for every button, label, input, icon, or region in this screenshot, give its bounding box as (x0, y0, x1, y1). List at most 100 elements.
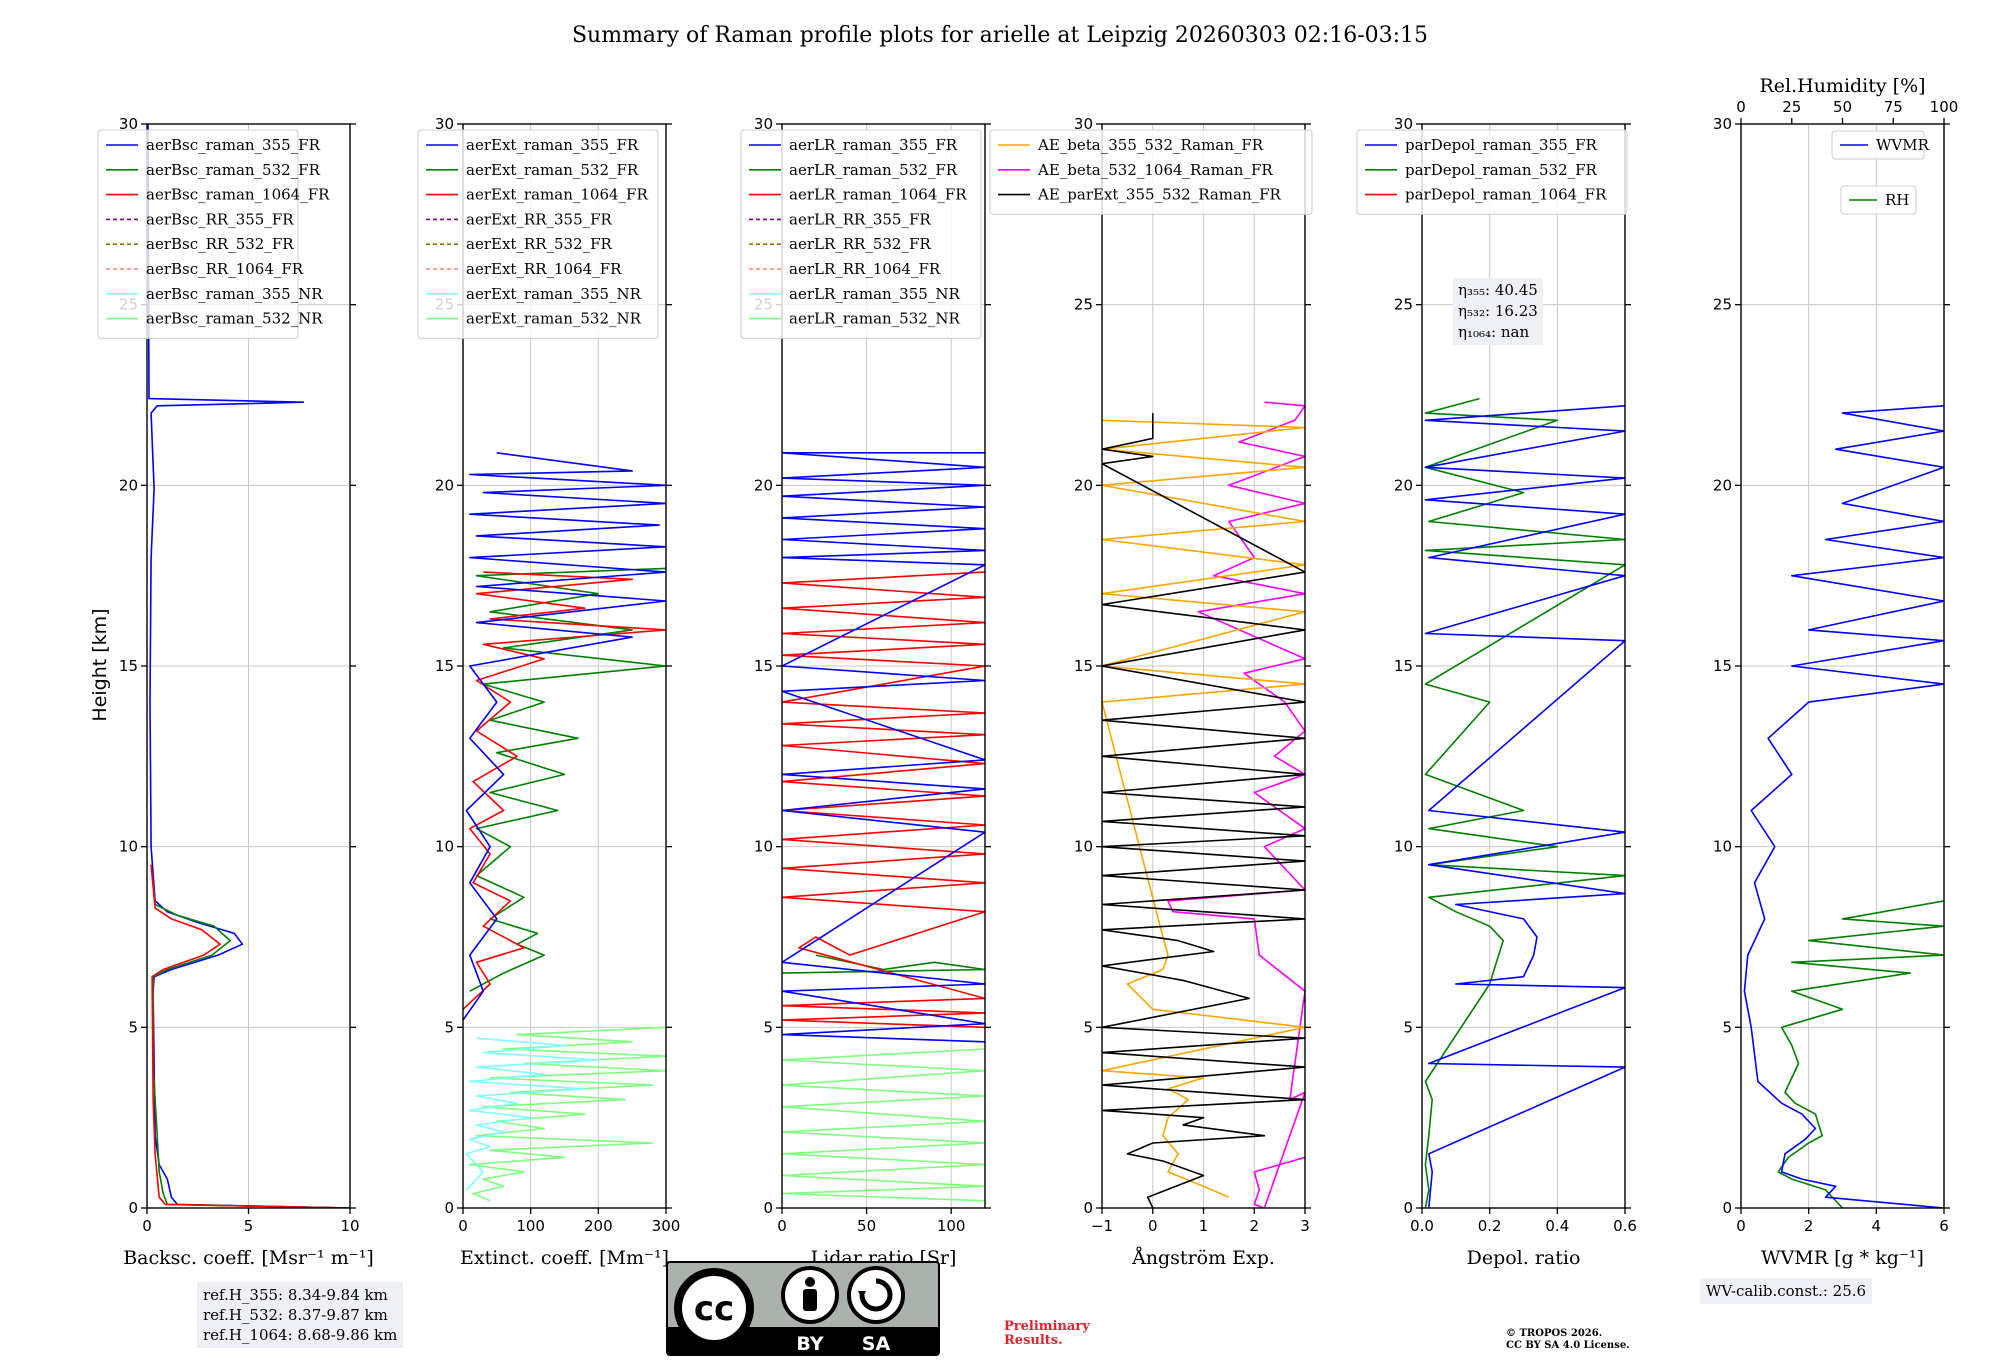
legend-label-aerBsc_RR_532_FR: aerBsc_RR_532_FR (146, 235, 294, 253)
y-tick-label-0: 0 (763, 1199, 773, 1217)
x-tick-label-0: 0 (777, 1217, 787, 1235)
legend-label-aerExt_RR_532_FR: aerExt_RR_532_FR (466, 235, 613, 253)
cc-logo-text: cc (694, 1289, 734, 1329)
series-AE_parExt_355_532_Raman_FR (1102, 413, 1305, 1208)
y-tick-label-4: 20 (1713, 476, 1732, 494)
series-aerExt_raman_532_NR (469, 1026, 666, 1202)
legend-label-AE_parExt_355_532_Raman_FR: AE_parExt_355_532_Raman_FR (1037, 186, 1282, 204)
x-tick-label-3: 0.6 (1613, 1217, 1637, 1235)
y-tick-label-3: 15 (119, 657, 138, 675)
legend-box-RH (1840, 185, 1917, 215)
legend-label-aerLR_RR_532_FR: aerLR_RR_532_FR (789, 235, 931, 253)
series-group (782, 452, 985, 1202)
legend-label-aerExt_raman_355_NR: aerExt_raman_355_NR (466, 285, 642, 303)
series-parDepol_raman_355_FR (1424, 405, 1625, 1208)
series-RH (1777, 900, 1944, 1208)
y-tick-label-3: 15 (1713, 657, 1732, 675)
series-aerExt_raman_355_FR (463, 452, 666, 1021)
legend-label-aerExt_raman_532_FR: aerExt_raman_532_FR (466, 161, 639, 179)
y-tick-label-5: 25 (1394, 296, 1413, 314)
copyright-note: © TROPOS 2026. CC BY SA 4.0 License. (1506, 1328, 1630, 1352)
legend-label-aerLR_raman_532_NR: aerLR_raman_532_NR (789, 310, 960, 328)
legend-label-aerExt_RR_1064_FR: aerExt_RR_1064_FR (466, 260, 622, 278)
series-group (463, 452, 666, 1202)
x-tick-label-0: 0 (458, 1217, 468, 1235)
x-axis-label: WVMR [g * kg⁻¹] (1761, 1247, 1924, 1269)
y-tick-label-1: 5 (444, 1018, 454, 1036)
x-tick-label-0: 0.0 (1410, 1217, 1434, 1235)
y-tick-label-6: 30 (119, 115, 138, 133)
x-tick-label-1: 2 (1804, 1217, 1814, 1235)
x-tick-label-2: 100 (937, 1217, 966, 1235)
x-axis-label: Extinct. coeff. [Mm⁻¹] (460, 1247, 669, 1269)
figure-title: Summary of Raman profile plots for ariel… (572, 23, 1428, 48)
y-tick-label-4: 20 (119, 476, 138, 494)
legend-label-parDepol_raman_1064_FR: parDepol_raman_1064_FR (1405, 186, 1607, 204)
x-top-tick-label-4: 100 (1930, 98, 1959, 116)
x-top-tick-label-2: 50 (1833, 98, 1852, 116)
series-aerExt_raman_532_FR (469, 567, 666, 992)
y-tick-label-0: 0 (1403, 1199, 1413, 1217)
reference-heights-box: ref.H_355: 8.34-9.84 km ref.H_532: 8.37-… (197, 1282, 404, 1348)
legend-label-aerBsc_raman_532_FR: aerBsc_raman_532_FR (146, 161, 321, 179)
cc-by-label: BY (796, 1333, 823, 1355)
cc-sa-label: SA (862, 1333, 891, 1355)
x-axis-label: Depol. ratio (1467, 1247, 1581, 1269)
legend-label-aerLR_raman_355_NR: aerLR_raman_355_NR (789, 285, 960, 303)
legend-label-aerExt_raman_532_NR: aerExt_raman_532_NR (466, 310, 642, 328)
y-tick-label-0: 0 (1722, 1199, 1732, 1217)
x-tick-label-3: 300 (652, 1217, 681, 1235)
y-tick-label-1: 5 (1083, 1018, 1093, 1036)
legend-label-aerExt_raman_1064_FR: aerExt_raman_1064_FR (466, 186, 648, 204)
ref-height-532: ref.H_532: 8.37-9.87 km (203, 1306, 388, 1324)
legend-label-aerBsc_raman_355_FR: aerBsc_raman_355_FR (146, 136, 321, 154)
y-tick-label-5: 25 (1713, 296, 1732, 314)
series-aerLR_raman_355_FR (782, 452, 985, 1043)
x-top-tick-label-3: 75 (1884, 98, 1903, 116)
legend-label-aerLR_raman_355_FR: aerLR_raman_355_FR (789, 136, 958, 154)
legend-box (417, 129, 659, 339)
y-tick-label-6: 30 (435, 115, 454, 133)
legend-label-AE_beta_532_1064_Raman_FR: AE_beta_532_1064_Raman_FR (1037, 161, 1273, 179)
x-axis-label: Backsc. coeff. [Msr⁻¹ m⁻¹] (123, 1247, 374, 1269)
y-tick-label-0: 0 (1083, 1199, 1093, 1217)
preliminary-line-1: Preliminary (1004, 1319, 1090, 1334)
preliminary-note: Preliminary Results. (1004, 1320, 1090, 1348)
legend-label-aerBsc_raman_1064_FR: aerBsc_raman_1064_FR (146, 186, 330, 204)
legend-label-aerLR_RR_1064_FR: aerLR_RR_1064_FR (789, 260, 941, 278)
x-tick-label-3: 6 (1939, 1217, 1949, 1235)
x-top-tick-label-0: 0 (1736, 98, 1746, 116)
x-tick-label-2: 0.4 (1545, 1217, 1569, 1235)
legend-label-parDepol_raman_532_FR: parDepol_raman_532_FR (1405, 161, 1598, 179)
series-parDepol_raman_532_FR (1424, 397, 1625, 1208)
y-tick-label-2: 10 (754, 838, 773, 856)
legend-label-aerBsc_RR_355_FR: aerBsc_RR_355_FR (146, 210, 294, 228)
panel-p3: 051015202530050100Lidar ratio [Sr]aerLR_… (740, 115, 991, 1269)
y-tick-label-2: 10 (435, 838, 454, 856)
legend-box (989, 129, 1313, 215)
legend-label-aerBsc_raman_532_NR: aerBsc_raman_532_NR (146, 310, 323, 328)
x-top-axis-label: Rel.Humidity [%] (1759, 75, 1925, 97)
x-tick-label-1: 0 (1148, 1217, 1158, 1235)
eta-1064: η₁₀₆₄: nan (1458, 323, 1530, 341)
y-tick-label-0: 0 (128, 1199, 138, 1217)
preliminary-line-2: Results. (1004, 1333, 1063, 1348)
cc-by-sa-license-logo: cc BY SA (666, 1261, 940, 1356)
y-tick-label-3: 15 (435, 657, 454, 675)
y-tick-label-1: 5 (1722, 1018, 1732, 1036)
legend-label-RH: RH (1885, 191, 1909, 209)
y-tick-label-1: 5 (763, 1018, 773, 1036)
legend-box (97, 129, 299, 339)
x-tick-label-0: −1 (1091, 1217, 1113, 1235)
y-tick-label-6: 30 (1713, 115, 1732, 133)
wv-calib-text: WV-calib.const.: 25.6 (1706, 1282, 1867, 1300)
y-tick-label-6: 30 (1394, 115, 1413, 133)
legend-label-WVMR: WVMR (1876, 136, 1930, 154)
series-aerBsc_raman_1064_FR (150, 864, 350, 1208)
x-tick-label-0: 0 (142, 1217, 152, 1235)
series-group (1102, 401, 1305, 1208)
y-tick-label-2: 10 (119, 838, 138, 856)
